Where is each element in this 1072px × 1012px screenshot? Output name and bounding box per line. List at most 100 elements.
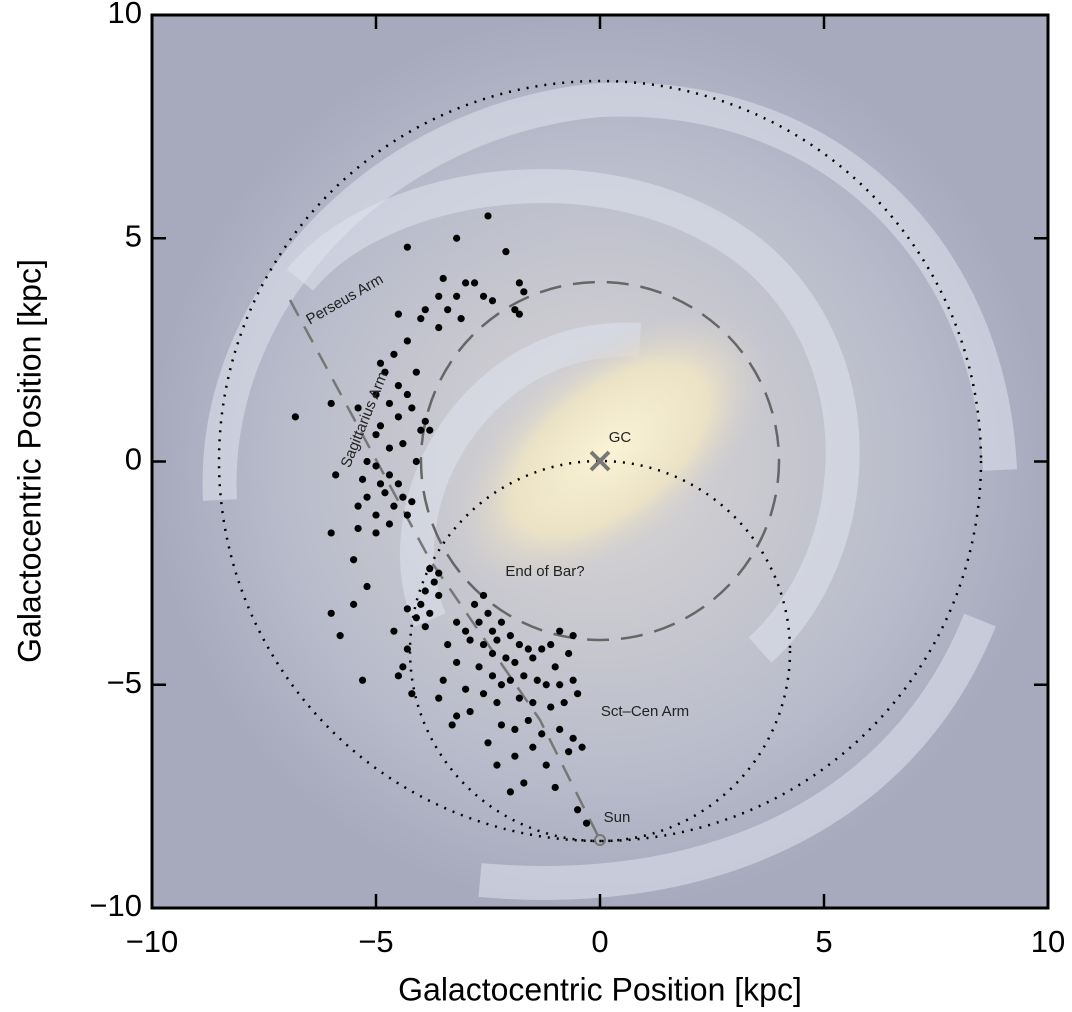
point [332,471,339,478]
point [363,458,370,465]
point [444,641,451,648]
point [489,650,496,657]
point [574,806,581,813]
point [574,690,581,697]
point [525,645,532,652]
point [386,400,393,407]
point [511,659,518,666]
x-axis-label: Galactocentric Position [kpc] [398,971,802,1007]
point [435,293,442,300]
point [363,494,370,501]
point [547,641,554,648]
point [381,489,388,496]
point [480,690,487,697]
point [493,762,500,769]
point [462,628,469,635]
point [449,721,456,728]
annotation: Sct–Cen Arm [601,703,689,720]
point [529,654,536,661]
point [453,293,460,300]
point [529,699,536,706]
point [529,744,536,751]
point [556,726,563,733]
point [480,293,487,300]
point [466,637,473,644]
point [538,730,545,737]
point [516,311,523,318]
y-tick-label: −10 [89,888,142,923]
point [570,632,577,639]
annotation: End of Bar? [505,563,584,580]
point [359,476,366,483]
point [337,632,344,639]
point [480,592,487,599]
point [489,297,496,304]
point [507,677,514,684]
point [489,672,496,679]
point [422,418,429,425]
point [404,391,411,398]
point [435,324,442,331]
point [422,306,429,313]
point [520,779,527,786]
point [471,601,478,608]
point [453,619,460,626]
point [489,628,496,635]
point [328,400,335,407]
point [386,445,393,452]
point [431,578,438,585]
point [462,686,469,693]
point [390,351,397,358]
point [502,248,509,255]
point [525,717,532,724]
point [390,628,397,635]
point [498,619,505,626]
point [578,744,585,751]
point [507,788,514,795]
point [422,587,429,594]
point [354,503,361,510]
point [413,614,420,621]
point [547,703,554,710]
point [502,654,509,661]
point [390,503,397,510]
point [408,404,415,411]
point [350,556,357,563]
point [453,712,460,719]
point [404,337,411,344]
page: {"chart_data": {"type": "scatter", "x_la… [0,0,1072,1012]
point [444,306,451,313]
point [462,279,469,286]
point [565,748,572,755]
point [516,695,523,702]
point [570,677,577,684]
point [354,525,361,532]
point [404,511,411,518]
x-tick-label: −10 [126,924,179,959]
point [453,235,460,242]
point [498,681,505,688]
point [493,699,500,706]
point [372,462,379,469]
point [363,583,370,590]
point [507,632,514,639]
point [475,619,482,626]
point [395,413,402,420]
point [458,315,465,322]
point [399,494,406,501]
point [426,427,433,434]
point [552,784,559,791]
point [372,431,379,438]
point [516,279,523,286]
point [404,605,411,612]
point [422,623,429,630]
point [534,677,541,684]
point [484,212,491,219]
annotation: GC [609,429,632,446]
point [583,820,590,827]
point [570,735,577,742]
point [328,610,335,617]
x-tick-label: 5 [815,924,832,959]
y-tick-label: 0 [125,442,142,477]
point [377,480,384,487]
